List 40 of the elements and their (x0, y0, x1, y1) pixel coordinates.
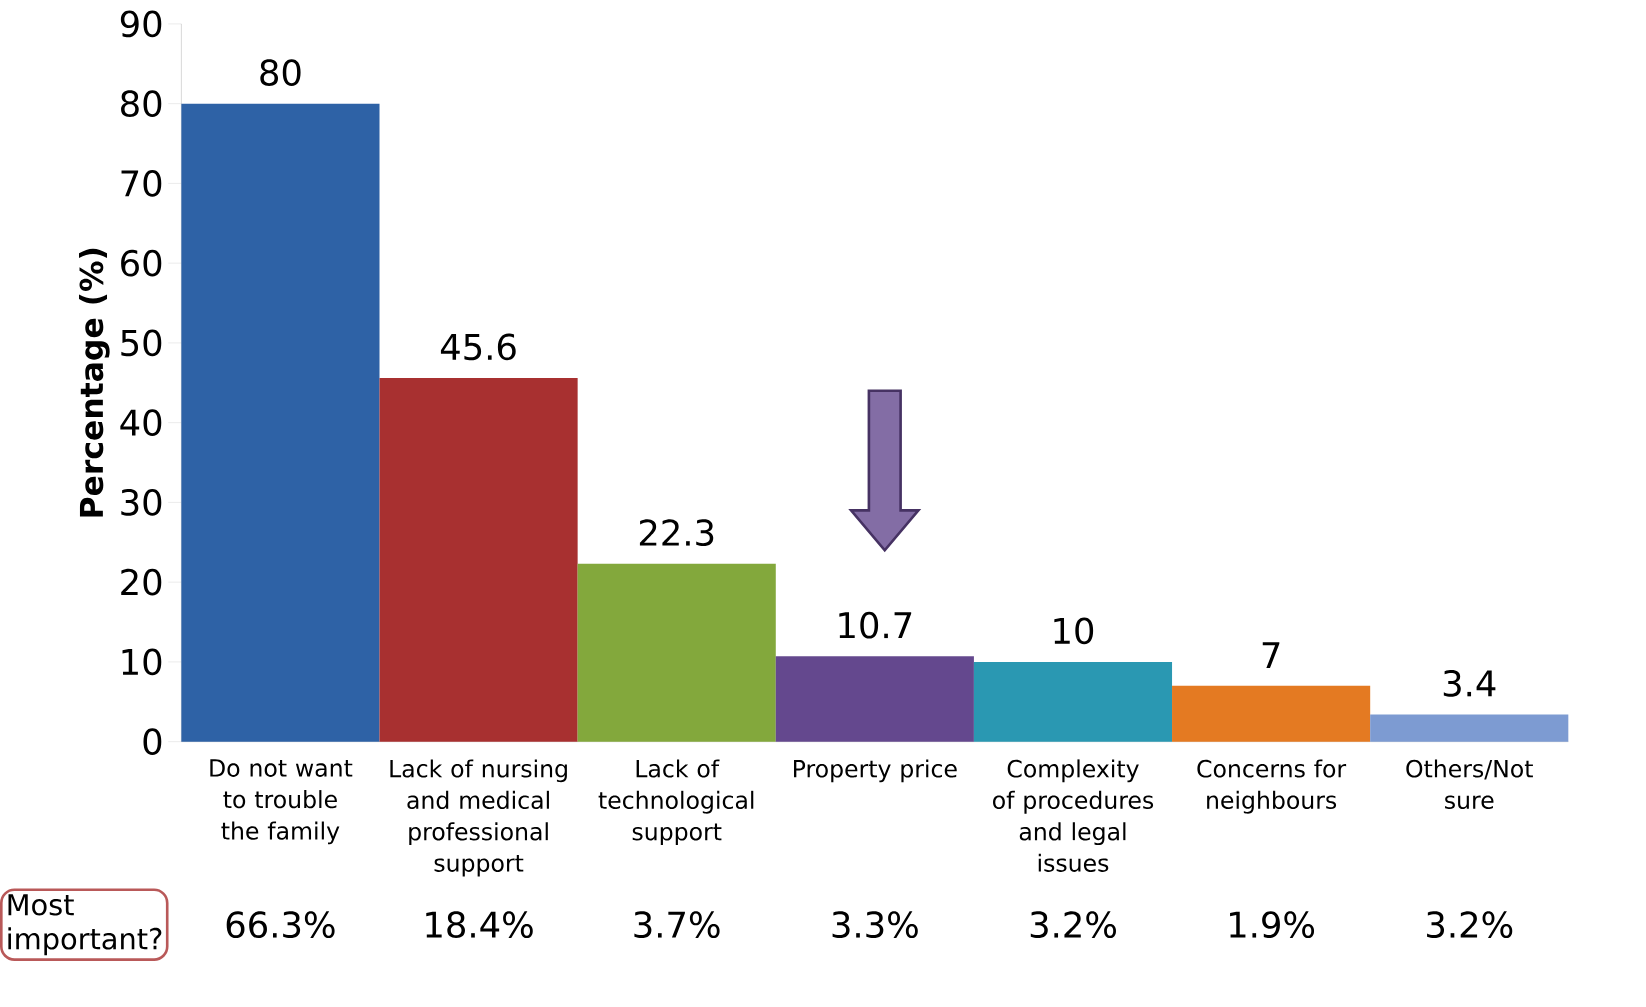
text: Most important? (8, 894, 162, 956)
x-tick-label: Lack of technological support (598, 759, 754, 846)
y-tick-label: 20 (121, 568, 162, 596)
x-tick-label: Complexity of procedures and legal issues (993, 759, 1154, 872)
y-tick-label: 10 (122, 648, 162, 676)
bar (775, 656, 974, 742)
bar (577, 563, 776, 742)
data-label: 10.7 (839, 611, 912, 639)
y-tick-label: 30 (121, 489, 162, 516)
x-tick-label: Concerns for neighbours (1197, 759, 1347, 814)
bar (1172, 685, 1371, 742)
text: 1.9% (1230, 911, 1315, 939)
text: 66.3% (226, 911, 335, 939)
data-label: 10 (1054, 617, 1094, 645)
y-tick-label: 70 (121, 170, 162, 197)
y-axis-title: Percentage (%) (79, 248, 110, 517)
data-label: 3.4 (1443, 670, 1496, 697)
y-tick-label: 50 (121, 329, 162, 357)
data-label: 7 (1262, 642, 1280, 669)
data-label: 22.3 (639, 519, 714, 547)
y-tick-label: 80 (121, 90, 162, 118)
y-tick-label: 90 (120, 10, 162, 38)
data-label: 45.6 (440, 333, 516, 361)
text: 3.2% (1030, 911, 1116, 939)
y-tick-label: 60 (121, 249, 162, 277)
y-tick-label: 0 (143, 728, 162, 756)
x-tick-label: Property price (794, 759, 957, 783)
text: 18.4% (426, 911, 533, 939)
bar (973, 661, 1173, 742)
text: 3.2% (1427, 911, 1513, 939)
text: 3.7% (634, 911, 720, 939)
x-tick-label: Lack of nursing and medical professional support (390, 759, 567, 877)
bar (181, 103, 380, 742)
x-tick-label: Do not want to trouble the family (210, 759, 353, 845)
bar (379, 378, 578, 742)
y-tick-label: 40 (120, 409, 162, 437)
text: 3.3% (832, 911, 918, 939)
bar (1370, 714, 1569, 742)
data-label: 80 (260, 59, 301, 86)
x-tick-label: Others/Not sure (1406, 759, 1533, 810)
